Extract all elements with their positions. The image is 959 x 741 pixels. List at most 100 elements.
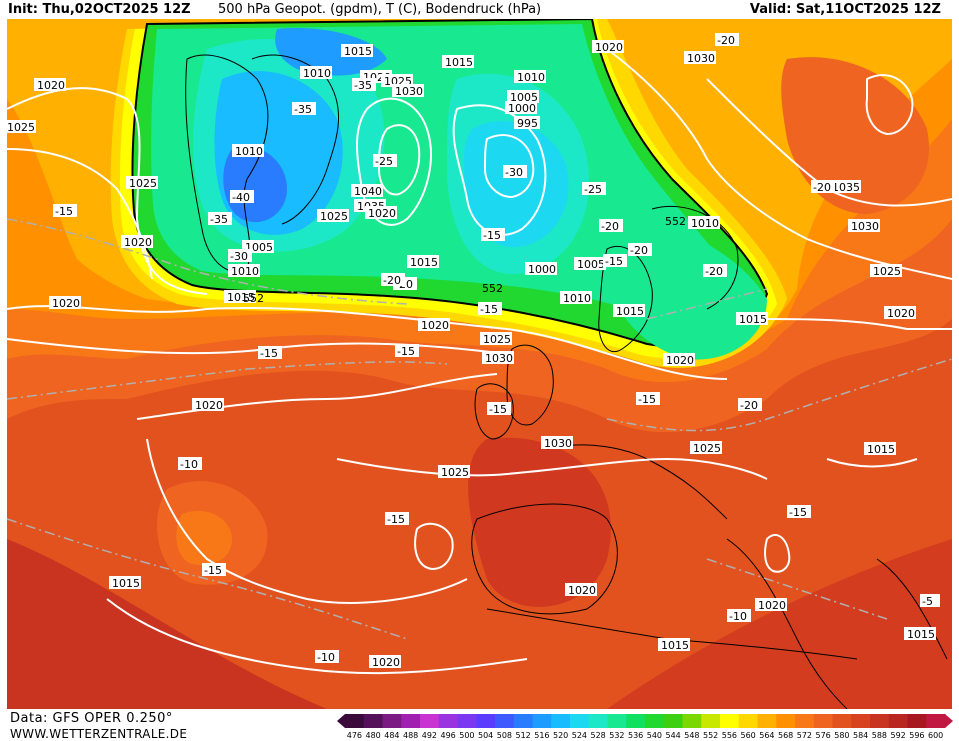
scale-swatch xyxy=(345,714,365,728)
isobar-label: 1025 xyxy=(873,265,901,278)
temp-label: -15 xyxy=(387,513,405,526)
scale-tick-label: 556 xyxy=(722,731,737,740)
height-labels: 552 552 552 xyxy=(243,215,686,305)
scale-swatch xyxy=(813,714,833,728)
isobar-label: 1015 xyxy=(410,256,438,269)
scale-tick-label: 528 xyxy=(590,731,605,740)
field-576-russia xyxy=(781,57,929,214)
scale-swatch xyxy=(570,714,590,728)
temp-label: -20 xyxy=(717,34,735,47)
scale-tick-label: 488 xyxy=(403,731,418,740)
isobar-label: 1020 xyxy=(758,599,786,612)
scale-tick-label: 584 xyxy=(853,731,868,740)
isobar-label: 1030 xyxy=(395,85,423,98)
isotherms xyxy=(7,218,952,640)
temp-label: -40 xyxy=(232,191,250,204)
init-time: Init: Thu,02OCT2025 12Z xyxy=(8,2,191,17)
isobar-label: 1025 xyxy=(129,177,157,190)
scale-swatch xyxy=(720,714,740,728)
isobar-label: 1025 xyxy=(483,333,511,346)
isobar-label: 1000 xyxy=(508,102,536,115)
isobar-label: 1040 xyxy=(354,185,382,198)
scale-swatch xyxy=(588,714,608,728)
temp-label: -5 xyxy=(922,595,933,608)
isobar-label: 1020 xyxy=(195,399,223,412)
map-title: 500 hPa Geopot. (gpdm), T (C), Bodendruc… xyxy=(218,2,542,17)
scale-tick-label: 560 xyxy=(740,731,755,740)
scale-swatch xyxy=(795,714,815,728)
isobar-label: 1030 xyxy=(851,220,879,233)
isobar-label: 1020 xyxy=(595,41,623,54)
isobar-label: 1020 xyxy=(568,584,596,597)
temp-label: -20 xyxy=(383,274,401,287)
temp-label: -30 xyxy=(230,250,248,263)
scale-swatch xyxy=(926,714,946,728)
scale-swatch xyxy=(476,714,496,728)
scale-arrow-right xyxy=(945,714,953,728)
footer-bar: Data: GFS OPER 0.250° WWW.WETTERZENTRALE… xyxy=(0,709,959,741)
isobar-label: 1035 xyxy=(832,181,860,194)
isobar-label: 1030 xyxy=(485,352,513,365)
temp-label: -15 xyxy=(204,564,222,577)
scale-swatch xyxy=(757,714,777,728)
scale-tick-label: 548 xyxy=(684,731,699,740)
scale-swatch xyxy=(438,714,458,728)
scale-tick-label: 576 xyxy=(815,731,830,740)
scale-swatch xyxy=(532,714,552,728)
isobar-label: 1015 xyxy=(739,313,767,326)
temp-label: -10 xyxy=(729,610,747,623)
temp-label: -15 xyxy=(55,205,73,218)
color-scale: 476 480 484 488 492 496 500 504 508 512 516 520 524 5… xyxy=(337,714,953,740)
temp-label: -25 xyxy=(375,155,393,168)
field-568-southwest xyxy=(7,539,327,709)
temp-label: -10 xyxy=(317,651,335,664)
scale-tick-label: 496 xyxy=(440,731,455,740)
scale-swatch xyxy=(645,714,665,728)
scale-swatch xyxy=(551,714,571,728)
weather-map: 1020 1025 1010 1015 1020 1025 1030 1015 … xyxy=(7,19,952,709)
scale-tick-label: 552 xyxy=(703,731,718,740)
temp-label: -35 xyxy=(294,103,312,116)
isobar-label: 1020 xyxy=(37,79,65,92)
isobar-labels: 1020 1025 1010 1015 1020 1025 1030 1015 … xyxy=(7,40,936,669)
scale-swatch xyxy=(663,714,683,728)
scale-tick-label: 532 xyxy=(609,731,624,740)
scale-swatch xyxy=(851,714,871,728)
scale-tick-label: 588 xyxy=(872,731,887,740)
isobar-label: 1015 xyxy=(867,443,895,456)
isobar-label: 1020 xyxy=(52,297,80,310)
temp-label: -20 xyxy=(740,399,758,412)
temp-label: -30 xyxy=(505,166,523,179)
temp-label: -15 xyxy=(397,345,415,358)
scale-swatch xyxy=(495,714,515,728)
isobar-label: 1025 xyxy=(693,442,721,455)
scale-tick-label: 540 xyxy=(647,731,662,740)
isobar-label: 1010 xyxy=(691,217,719,230)
scale-swatch xyxy=(513,714,533,728)
temp-label: -20 xyxy=(630,244,648,257)
field-512-core xyxy=(223,146,287,223)
scale-tick-label: 564 xyxy=(759,731,774,740)
scale-swatch xyxy=(738,714,758,728)
field-572-atlantic xyxy=(176,510,232,566)
isobar-label: 1015 xyxy=(907,628,935,641)
temp-label: -25 xyxy=(584,183,602,196)
valid-time: Valid: Sat,11OCT2025 12Z xyxy=(749,2,941,17)
scale-swatch xyxy=(888,714,908,728)
scale-swatch xyxy=(420,714,440,728)
data-source: Data: GFS OPER 0.250° xyxy=(10,711,173,726)
scale-tick-label: 492 xyxy=(422,731,437,740)
scale-tick-label: 484 xyxy=(384,731,399,740)
isobar-label: 1015 xyxy=(227,291,255,304)
isobar-label: 1010 xyxy=(303,67,331,80)
temp-label: -20 xyxy=(601,220,619,233)
header-bar: Init: Thu,02OCT2025 12Z 500 hPa Geopot. … xyxy=(0,0,959,19)
temp-label: -10 xyxy=(180,458,198,471)
height-label: 552 xyxy=(243,292,264,305)
scale-tick-label: 512 xyxy=(515,731,530,740)
scale-tick-label: 504 xyxy=(478,731,493,740)
isobar-label: 1030 xyxy=(544,437,572,450)
field-568-iberia xyxy=(468,437,611,607)
scale-tick-label: 596 xyxy=(909,731,924,740)
scale-tick-label: 516 xyxy=(534,731,549,740)
